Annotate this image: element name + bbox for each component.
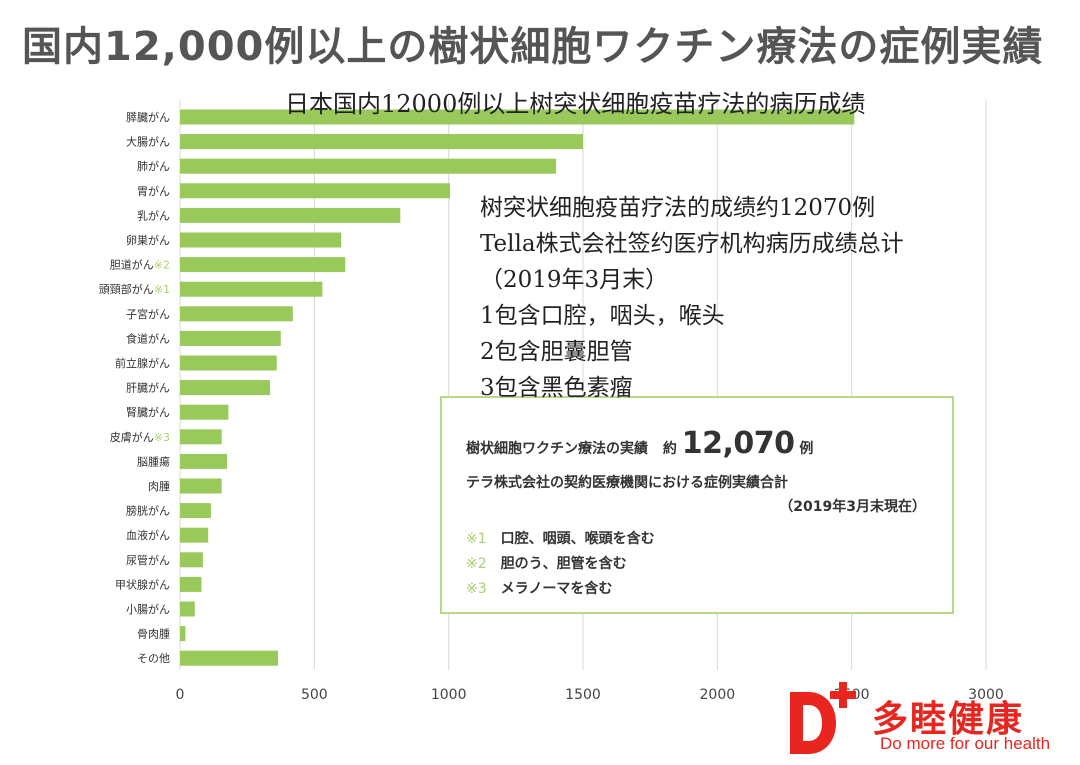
x-tick-label: 1000 <box>431 687 467 703</box>
annotation-line: 2包含胆囊胆管 <box>480 339 633 365</box>
legend-note: ※1 口腔、咽頭、喉頭を含む <box>466 528 655 548</box>
legend-note: ※2 胆のう、胆管を含む <box>466 553 627 573</box>
category-label: 子宮がん <box>126 307 170 321</box>
bar <box>180 478 222 494</box>
category-label: 肉腫 <box>148 479 170 493</box>
brand-logo: 多睦健康 Do more for our health <box>790 682 1075 762</box>
bar <box>180 552 203 568</box>
annotation-line: （2019年3月末） <box>480 267 669 293</box>
bar <box>180 380 271 396</box>
bar <box>180 650 279 666</box>
category-label: 膵臓がん <box>126 110 170 124</box>
note-mark: ※1 <box>466 531 487 547</box>
legend-note: ※3 メラノーマを含む <box>466 578 612 598</box>
category-label: 頭頸部がん※1 <box>99 282 170 296</box>
category-label: 尿管がん <box>126 553 170 567</box>
category-label: 腎臓がん <box>126 405 170 419</box>
bar <box>180 527 209 543</box>
bar <box>180 158 557 174</box>
logo-name: 多睦健康 <box>872 699 1025 740</box>
category-label: 血液がん <box>126 528 170 542</box>
category-label: 小腸がん <box>126 602 170 616</box>
category-label: 胃がん <box>137 184 170 198</box>
legend-date-line: （2019年3月末現在） <box>779 499 926 515</box>
category-label: 膀胱がん <box>126 504 170 518</box>
legend-total-prefix: 樹状細胞ワクチン療法の実績 <box>466 441 648 457</box>
x-tick-label: 1500 <box>565 687 601 703</box>
legend-source-line: テラ株式会社の契約医療機関における症例実績合計 <box>466 475 788 491</box>
bar <box>180 601 195 617</box>
bar <box>180 330 281 346</box>
category-note-mark: ※2 <box>154 259 170 272</box>
x-tick-label: 3000 <box>968 687 1004 703</box>
category-label: 胆道がん※2 <box>110 258 170 272</box>
category-label-text: 頭頸部がん <box>99 282 154 296</box>
bar <box>180 503 211 519</box>
logo-d-icon <box>790 692 836 754</box>
bar <box>180 355 277 371</box>
category-label-text: 胆道がん <box>110 258 154 272</box>
bar <box>180 183 451 199</box>
legend-total-unit: 例 <box>799 441 814 457</box>
x-tick-label: 500 <box>301 687 328 703</box>
note-mark: ※3 <box>466 581 487 597</box>
logo-tagline: Do more for our health <box>880 734 1051 753</box>
category-label: その他 <box>137 652 170 665</box>
chinese-annotation: 树突状细胞疫苗疗法的成绩约12070例 Tella株式会社签约医疗机构病历成绩总… <box>480 190 904 406</box>
category-note-mark: ※3 <box>154 431 170 444</box>
category-label: 卵巣がん <box>126 233 170 247</box>
chart-title: 国内12,000例以上の樹状細胞ワクチン療法の症例実績 <box>22 24 1044 70</box>
annotation-line: 树突状细胞疫苗疗法的成绩约12070例 <box>480 195 876 221</box>
bar <box>180 429 222 445</box>
category-label: 皮膚がん※3 <box>110 430 170 444</box>
bar <box>180 404 229 420</box>
bar <box>180 453 228 469</box>
legend-total-approx: 約 <box>662 441 677 457</box>
category-note-mark: ※1 <box>154 283 170 296</box>
annotation-line: 3包含黑色素瘤 <box>480 375 633 401</box>
bar <box>180 626 186 642</box>
annotation-line: 1包含口腔，咽头，喉头 <box>480 303 725 329</box>
note-mark: ※2 <box>466 556 487 572</box>
logo-plus-icon <box>830 682 856 708</box>
bar <box>180 306 293 322</box>
bar <box>180 134 583 150</box>
category-label: 骨肉腫 <box>137 627 170 641</box>
category-label: 食道がん <box>126 331 170 345</box>
note-text: メラノーマを含む <box>500 581 613 597</box>
legend-box: 樹状細胞ワクチン療法の実績 約 12,070 例 テラ株式会社の契約医療機関にお… <box>440 396 954 614</box>
category-label-text: 皮膚がん <box>110 430 154 444</box>
category-label: 脳腫瘍 <box>137 454 170 468</box>
category-label: 前立腺がん <box>115 356 170 370</box>
category-label: 甲状腺がん <box>115 577 170 591</box>
legend-total-value: 12,070 <box>681 426 795 461</box>
x-tick-label: 2000 <box>700 687 736 703</box>
x-tick-label: 0 <box>176 687 185 703</box>
bar <box>180 207 401 223</box>
bar <box>180 232 342 248</box>
category-label: 大腸がん <box>126 135 170 149</box>
category-label: 乳がん <box>137 208 170 222</box>
bar <box>180 109 855 125</box>
note-text: 口腔、咽頭、喉頭を含む <box>500 531 655 547</box>
bar <box>180 576 202 592</box>
annotation-line: Tella株式会社签约医疗机构病历成绩总计 <box>480 231 904 257</box>
note-text: 胆のう、胆管を含む <box>500 556 627 572</box>
bar <box>180 257 346 273</box>
chinese-subtitle: 日本国内12000例以上树突状细胞疫苗疗法的病历成绩 <box>285 90 866 118</box>
bar <box>180 281 323 297</box>
legend-total-line: 樹状細胞ワクチン療法の実績 約 12,070 例 <box>466 426 813 461</box>
category-label: 肺がん <box>137 159 170 173</box>
category-label: 肝臓がん <box>126 381 170 395</box>
